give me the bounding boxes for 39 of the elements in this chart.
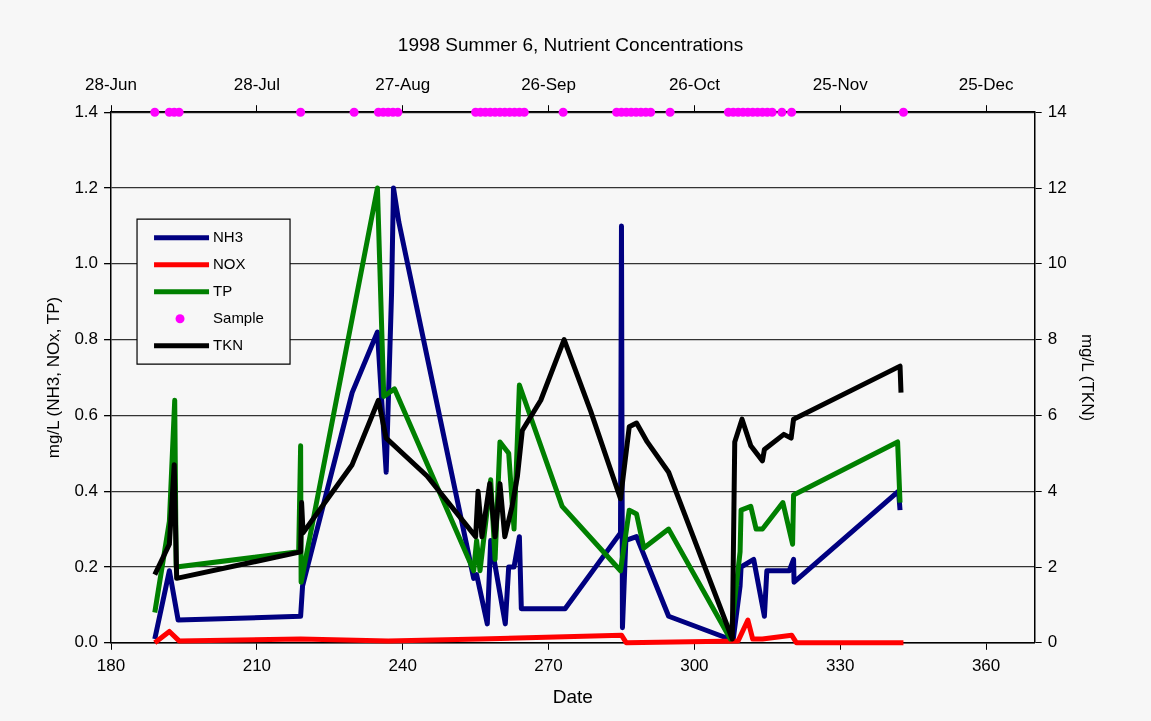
y2-axis-title: mg/L (TKN): [1078, 333, 1098, 422]
x-axis-title: Date: [552, 685, 593, 707]
x-tick-label: 330: [826, 655, 855, 675]
legend-label: TKN: [213, 335, 244, 353]
x2-tick-label: 27-Aug: [375, 74, 431, 94]
x-tick-label: 210: [242, 655, 272, 675]
x2-tick-label: 25-Nov: [812, 74, 869, 94]
legend-label: TP: [213, 281, 233, 299]
legend-label: Sample: [213, 308, 264, 326]
x-tick-label: 360: [971, 655, 1001, 675]
y-axis-title: mg/L (NH3, NOx, TP): [43, 296, 63, 459]
y2-tick-label: 2: [1047, 556, 1058, 576]
y2-tick-label: 6: [1047, 405, 1058, 425]
y-tick-label: 0.0: [74, 632, 99, 652]
x-tick-label: 180: [96, 655, 126, 675]
y-tick-label: 1.2: [74, 177, 99, 197]
x2-tick-label: 28-Jun: [85, 74, 138, 94]
y-tick-label: 0.4: [74, 480, 99, 500]
y-tick-label: 1.4: [74, 101, 99, 121]
y-tick-label: 0.6: [74, 405, 99, 425]
x2-tick-label: 26-Sep: [521, 74, 576, 94]
y-tick-label: 0.2: [74, 556, 99, 576]
y2-tick-label: 14: [1047, 101, 1067, 121]
legend-label: NH3: [213, 227, 244, 245]
x2-tick-label: 25-Dec: [958, 74, 1014, 94]
y-tick-label: 0.8: [74, 329, 99, 349]
legend-label: NOX: [213, 254, 246, 272]
x2-tick-label: 28-Jul: [233, 74, 281, 94]
y2-tick-label: 10: [1047, 253, 1067, 273]
y2-tick-label: 4: [1047, 480, 1058, 500]
y2-tick-label: 12: [1047, 177, 1067, 197]
x-tick-label: 240: [388, 655, 417, 675]
x2-tick-label: 26-Oct: [668, 74, 721, 94]
x-tick-label: 300: [680, 655, 709, 675]
y-tick-label: 1.0: [74, 253, 99, 273]
x-tick-label: 270: [534, 655, 563, 675]
chart-title: 1998 Summer 6, Nutrient Concentrations: [397, 33, 744, 55]
y2-tick-label: 8: [1047, 329, 1058, 349]
y2-tick-label: 0: [1047, 632, 1058, 652]
